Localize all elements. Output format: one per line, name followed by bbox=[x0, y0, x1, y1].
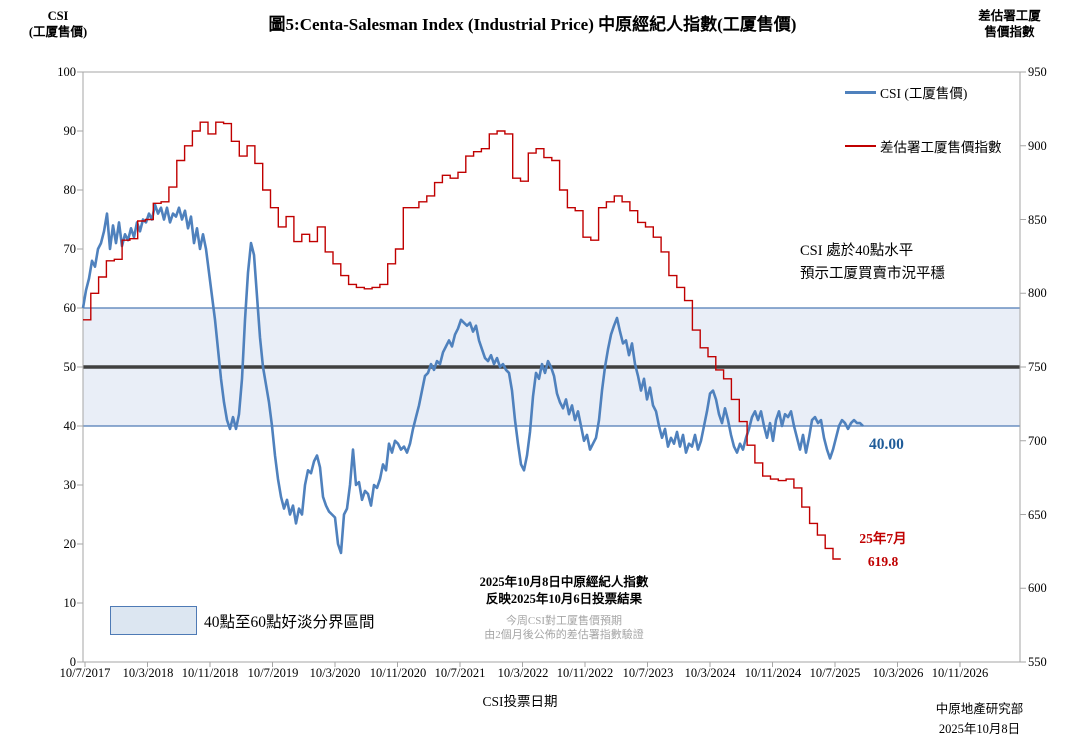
y-left-tick-label: 80 bbox=[63, 183, 77, 197]
csi-line-sample bbox=[845, 90, 876, 94]
chart-title: 圖5:Centa-Salesman Index (Industrial Pric… bbox=[268, 15, 797, 34]
rvd-last-value-label: 25年7月 619.8 bbox=[838, 527, 928, 573]
y-left-tick-label: 70 bbox=[63, 242, 77, 256]
rvd-last-value: 619.8 bbox=[867, 554, 899, 569]
source-credit: 中原地產研究部 2025年10月8日 bbox=[912, 699, 1047, 739]
vote-result-line2: 反映2025年10月6日投票結果 bbox=[485, 592, 643, 606]
band-legend-label: 40點至60點好淡分界區間 bbox=[204, 614, 375, 631]
y-left-tick-label: 50 bbox=[63, 360, 77, 374]
y-right-tick-label: 550 bbox=[1028, 655, 1047, 669]
vote-result-line1: 2025年10月8日中原經紀人指數 bbox=[479, 575, 649, 589]
csi-line bbox=[81, 203, 864, 555]
y-right-tick-label: 600 bbox=[1028, 581, 1047, 595]
x-tick-label: 10/7/2017 bbox=[59, 666, 111, 680]
x-tick-label: 10/3/2026 bbox=[872, 666, 924, 680]
y-left-tick-label: 0 bbox=[69, 655, 76, 669]
x-tick-label: 10/3/2018 bbox=[122, 666, 174, 680]
csi-level-note-line2: 預示工厦買賣市況平穩 bbox=[800, 266, 945, 282]
left-axis-title-line2: (工厦售價) bbox=[28, 25, 88, 39]
rvd-line-sample bbox=[845, 145, 876, 147]
x-tick-label: 10/11/2026 bbox=[931, 666, 989, 680]
right-axis-title-line2: 售價指數 bbox=[984, 25, 1035, 39]
x-tick-label: 10/7/2025 bbox=[809, 666, 861, 680]
x-tick-label: 10/11/2018 bbox=[181, 666, 239, 680]
csi-level-note-line1: CSI 處於40點水平 bbox=[800, 243, 914, 259]
legend-item-csi: CSI (工厦售價) bbox=[845, 84, 968, 101]
y-right-tick-label: 850 bbox=[1028, 213, 1047, 227]
y-right-tick-label: 750 bbox=[1028, 360, 1047, 374]
methodology-note: 今周CSI對工厦售價預期 由2個月後公佈的差估署指數驗證 bbox=[408, 614, 720, 642]
x-tick-label: 10/3/2022 bbox=[497, 666, 549, 680]
methodology-line2: 由2個月後公佈的差估署指數驗證 bbox=[484, 629, 644, 641]
csi-level-note: CSI 處於40點水平 預示工厦買賣市況平穩 bbox=[800, 240, 1040, 286]
y-right-tick-label: 900 bbox=[1028, 139, 1047, 153]
credit-date: 2025年10月8日 bbox=[938, 722, 1021, 736]
x-tick-label: 10/3/2024 bbox=[684, 666, 736, 680]
right-axis-title-line1: 差估署工厦 bbox=[978, 9, 1041, 23]
legend-item-rvd: 差估署工厦售價指數 bbox=[845, 138, 1002, 155]
x-axis-title: CSI投票日期 bbox=[482, 694, 558, 709]
x-tick-label: 10/7/2019 bbox=[247, 666, 299, 680]
y-right-tick-label: 800 bbox=[1028, 286, 1047, 300]
y-left-tick-label: 20 bbox=[63, 537, 77, 551]
legend-label-csi: CSI (工厦售價) bbox=[880, 86, 968, 101]
y-left-tick-label: 30 bbox=[63, 478, 77, 492]
x-tick-label: 10/11/2022 bbox=[556, 666, 614, 680]
y-right-tick-label: 950 bbox=[1028, 65, 1047, 79]
band-legend-swatch bbox=[110, 606, 197, 635]
csi-last-value-label: 40.00 bbox=[869, 436, 904, 453]
x-tick-label: 10/11/2020 bbox=[369, 666, 427, 680]
y-right-tick-label: 650 bbox=[1028, 508, 1047, 522]
rvd-last-date: 25年7月 bbox=[859, 531, 907, 546]
y-left-tick-label: 40 bbox=[63, 419, 77, 433]
y-right-tick-label: 700 bbox=[1028, 434, 1047, 448]
x-tick-label: 10/11/2024 bbox=[744, 666, 802, 680]
y-left-tick-label: 10 bbox=[63, 596, 77, 610]
left-axis-title: CSI (工厦售價) bbox=[8, 8, 108, 40]
x-tick-label: 10/7/2023 bbox=[622, 666, 674, 680]
x-tick-label: 10/3/2020 bbox=[309, 666, 361, 680]
y-left-tick-label: 100 bbox=[57, 65, 76, 79]
left-axis-title-line1: CSI bbox=[47, 9, 69, 23]
y-left-tick-label: 60 bbox=[63, 301, 77, 315]
y-left-tick-label: 90 bbox=[63, 124, 77, 138]
methodology-line1: 今周CSI對工厦售價預期 bbox=[505, 615, 623, 627]
credit-org: 中原地產研究部 bbox=[935, 702, 1024, 716]
x-tick-label: 10/7/2021 bbox=[434, 666, 486, 680]
rvd-index-line bbox=[83, 121, 841, 560]
right-axis-title: 差估署工厦 售價指數 bbox=[962, 8, 1057, 40]
vote-result-note: 2025年10月8日中原經紀人指數 反映2025年10月6日投票結果 bbox=[408, 574, 720, 608]
legend-label-rvd: 差估署工厦售價指數 bbox=[880, 140, 1002, 155]
